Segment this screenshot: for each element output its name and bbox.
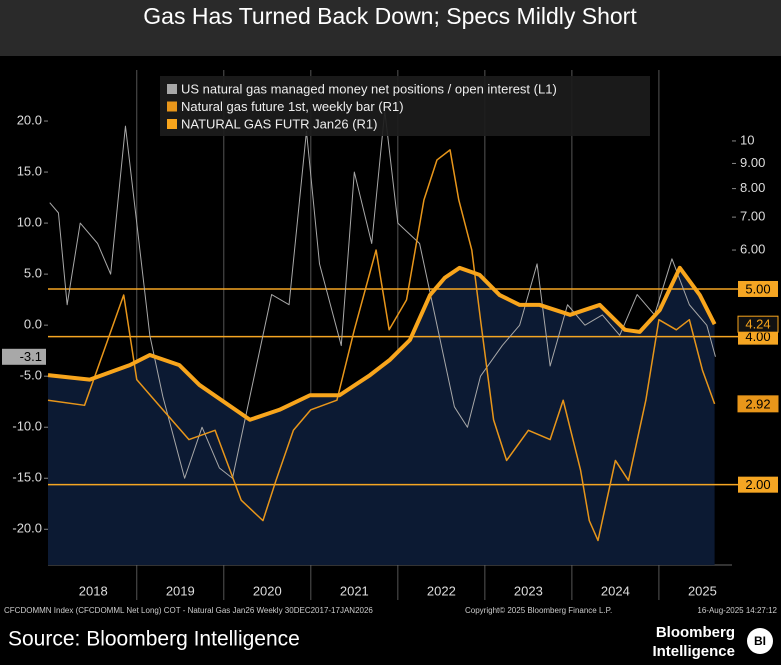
reference-label-box: [738, 280, 778, 297]
legend-swatch: [167, 101, 177, 112]
y-tick-label: -10.0: [12, 419, 42, 434]
x-tick-label: 2021: [340, 583, 369, 598]
reference-label: 4.00: [745, 329, 770, 344]
x-tick-label: 2018: [79, 583, 108, 598]
y2-tick-label: 7.00: [740, 209, 765, 224]
area: [48, 267, 715, 565]
reference-label: 5.00: [745, 281, 770, 296]
chart-title: Gas Has Turned Back Down; Specs Mildly S…: [143, 3, 637, 29]
legend-label: Natural gas future 1st, weekly bar (R1): [181, 99, 404, 114]
end-label: -3.1: [20, 349, 42, 364]
series-line: [49, 110, 716, 479]
source: Source: Bloomberg Intelligence: [8, 628, 300, 651]
end-label-box: [2, 348, 46, 365]
x-tick-label: 2025: [688, 583, 717, 598]
end-label: 2.92: [745, 396, 770, 411]
x-tick-label: 2019: [166, 583, 195, 598]
footnote: CFCDOMMN Index (CFCDOMML Net Long) COT -…: [4, 606, 373, 615]
reference-label: 2.00: [745, 477, 770, 492]
y2-tick-label: 9.00: [740, 155, 765, 170]
timestamp: 16-Aug-2025 14:27:12: [697, 606, 777, 615]
x-tick-label: 2024: [601, 583, 630, 598]
y2-tick-label: 10: [740, 132, 754, 147]
y-tick-label: 5.0: [24, 266, 42, 281]
y-tick-label: 20.0: [17, 112, 42, 127]
y2-tick-label: 8.00: [740, 180, 765, 195]
y-tick-label: 15.0: [17, 163, 42, 178]
legend-box: [160, 76, 650, 136]
brand-name: Bloomberg: [656, 624, 735, 641]
series-line: [47, 265, 717, 422]
copyright: Copyright© 2025 Bloomberg Finance L.P.: [465, 606, 612, 615]
legend-swatch: [167, 84, 177, 94]
y2-tick-label: 6.00: [740, 241, 765, 256]
brand-badge: BI: [754, 634, 766, 648]
y-tick-label: -20.0: [12, 521, 42, 536]
reference-label-box: [738, 476, 778, 493]
legend-label: NATURAL GAS FUTR Jan26 (R1): [181, 116, 378, 131]
brand-badge-circle: [747, 628, 773, 654]
y-tick-label: -5.0: [20, 368, 42, 383]
end-label: 4.24: [745, 317, 770, 332]
x-tick-label: 2022: [427, 583, 456, 598]
y-tick-label: -15.0: [12, 470, 42, 485]
brand-name: Intelligence: [652, 643, 735, 660]
end-label-box: [737, 315, 779, 333]
x-tick-label: 2020: [253, 583, 282, 598]
x-tick-label: 2023: [514, 583, 543, 598]
title-band: [0, 0, 781, 56]
y-tick-label: 10.0: [17, 215, 42, 230]
y-tick-label: 0.0: [24, 317, 42, 332]
legend-label: US natural gas managed money net positio…: [181, 81, 557, 96]
legend-swatch: [167, 119, 177, 129]
series-line: [47, 149, 716, 542]
end-label-box: [737, 395, 779, 413]
